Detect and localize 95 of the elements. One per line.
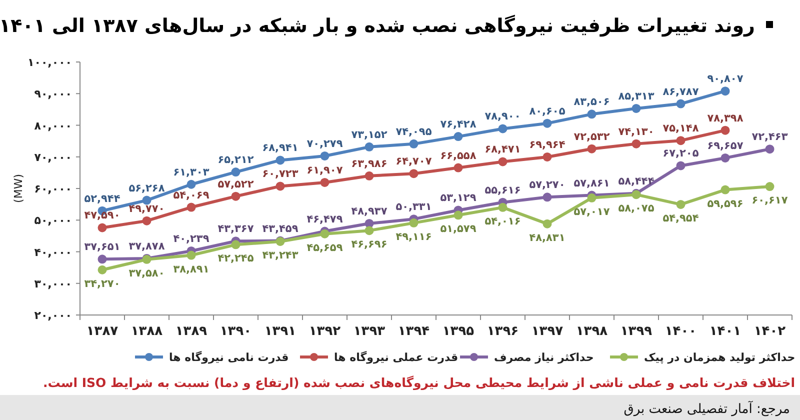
data-label: ۶۸,۹۴۱ (262, 142, 298, 154)
data-label: ۵۸,۰۷۵ (618, 202, 655, 215)
data-label: ۶۱,۳۰۳ (173, 166, 210, 178)
data-label: ۵۵,۶۱۶ (484, 184, 521, 196)
data-label: ۴۸,۹۳۷ (351, 205, 388, 218)
data-label: ۵۹,۵۹۶ (707, 198, 744, 210)
data-label: ۴۰,۲۳۹ (173, 232, 210, 245)
data-label: ۵۴,۰۱۶ (484, 215, 521, 228)
data-label: ۷۳,۱۵۲ (351, 128, 388, 141)
data-label: ۵۷,۰۱۷ (574, 206, 610, 218)
data-label: ۴۳,۲۴۳ (262, 249, 299, 262)
data-label: ۶۳,۹۸۶ (351, 158, 388, 170)
data-label: ۸۰,۶۰۵ (529, 105, 566, 118)
data-label: ۵۴,۹۵۴ (662, 212, 700, 224)
data-label: ۳۸,۸۹۱ (173, 263, 210, 276)
data-label: ۶۷,۲۰۵ (662, 148, 700, 160)
x-tick-label: ۱۳۹۶ (486, 324, 519, 339)
data-label: ۸۵,۳۱۳ (618, 90, 655, 102)
data-label: ۷۸,۹۰۰ (484, 110, 521, 123)
data-label: ۴۳,۴۵۹ (262, 222, 299, 235)
data-label: ۷۰,۲۷۹ (306, 138, 344, 150)
data-label: ۳۷,۸۷۸ (128, 240, 166, 252)
y-tick-label: ۳۰,۰۰۰ (34, 277, 72, 290)
data-label: ۶۱,۹۰۷ (306, 164, 344, 176)
data-label: ۷۲,۵۳۲ (574, 130, 610, 143)
data-label: ۴۹,۱۱۶ (396, 230, 432, 243)
data-label: ۵۷,۵۲۲ (218, 178, 254, 190)
data-label: ۳۴,۲۷۰ (84, 278, 120, 290)
data-label: ۵۲,۹۴۴ (84, 192, 121, 205)
x-tick-label: ۱۳۸۹ (175, 324, 208, 339)
data-label: ۶۸,۴۷۱ (484, 144, 521, 156)
data-label: ۴۶,۴۷۹ (306, 213, 344, 226)
y-tick-label: ۷۰,۰۰۰ (34, 150, 72, 164)
data-label: ۵۱,۵۷۹ (440, 223, 477, 236)
data-label: ۶۰,۷۲۳ (262, 168, 299, 180)
x-tick-label: ۱۳۹۵ (442, 324, 474, 339)
source: مرجع: آمار تفصیلی صنعت برق (624, 402, 790, 417)
x-tick-label: ۱۴۰۰ (664, 324, 697, 339)
data-label: ۵۰,۳۳۱ (396, 201, 432, 214)
data-label: ۵۴,۰۶۹ (173, 189, 210, 202)
x-tick-label: ۱۳۹۱ (264, 324, 296, 339)
title: روند تغییرات ظرفیت نیروگاهی نصب شده و بار شبکه در سال‌های ۱۳۸۷ الی ۱۴۰۱ (0, 15, 755, 37)
data-label: ۴۳,۳۶۷ (218, 223, 254, 236)
x-tick-label: ۱۳۸۷ (86, 324, 118, 339)
note: اختلاف قدرت نامی و عملی ناشی از شرایط محیطی محل نیروگاه‌های نصب شده (ارتفاع و دما) نسبت به شرایط ISO است. (42, 375, 795, 390)
data-label: ۴۲,۲۴۵ (218, 252, 254, 265)
data-label: ۹۰,۸۰۷ (707, 73, 744, 86)
y-tick-label: ۴۰,۰۰۰ (34, 246, 72, 259)
x-tick-label: ۱۳۹۲ (308, 324, 341, 339)
x-tick-label: ۱۳۹۴ (398, 324, 430, 339)
data-label: ۷۵,۱۴۸ (662, 122, 700, 135)
data-label: ۶۰,۶۱۷ (752, 194, 788, 207)
y-tick-label: ۲۰,۰۰۰ (34, 309, 72, 322)
legend-label: حداکثر نیاز مصرف (494, 351, 594, 364)
data-label: ۵۷,۲۷۰ (529, 179, 566, 192)
data-label: ۸۶,۷۸۷ (662, 86, 700, 98)
y-tick-label: ۸۰,۰۰۰ (34, 119, 72, 132)
x-tick-label: ۱۴۰۱ (709, 324, 742, 339)
x-tick-label: ۱۳۸۸ (130, 324, 163, 339)
data-label: ۸۳,۵۰۶ (574, 96, 610, 108)
legend-label: قدرت نامی نیروگاه ها (169, 351, 289, 364)
data-label: ۵۳,۱۲۹ (440, 192, 477, 204)
data-label: ۵۶,۲۶۸ (128, 182, 166, 194)
data-label: ۷۸,۳۹۸ (707, 112, 744, 124)
data-label: ۶۹,۶۵۷ (707, 140, 744, 152)
data-label: ۶۴,۷۰۷ (396, 156, 432, 168)
data-label: ۳۷,۵۸۰ (128, 267, 165, 280)
data-label: ۴۷,۵۹۰ (84, 210, 120, 222)
x-tick-label: ۱۳۹۳ (353, 324, 386, 339)
legend-label: حداکثر تولید همزمان در پیک (644, 351, 796, 364)
data-label: ۷۴,۱۳۰ (618, 126, 654, 138)
data-label: ۴۹,۷۷۰ (128, 202, 165, 215)
x-tick-label: ۱۴۰۲ (754, 324, 786, 339)
x-tick-label: ۱۳۹۰ (220, 324, 252, 339)
data-label: ۵۸,۴۴۴ (618, 175, 655, 188)
data-label: ۷۴,۰۹۵ (396, 126, 432, 138)
data-label: ۵۷,۸۶۱ (574, 177, 610, 190)
data-label: ۴۵,۶۵۹ (306, 242, 344, 254)
data-label: ۷۶,۴۲۸ (440, 118, 477, 131)
y-tick-label: ۹۰,۰۰۰ (34, 88, 72, 101)
x-tick-label: ۱۳۹۸ (576, 324, 608, 339)
data-label: ۶۶,۵۵۸ (440, 150, 477, 162)
data-label: ۶۵,۲۱۲ (218, 154, 254, 166)
data-label: ۶۹,۹۶۴ (529, 138, 566, 151)
y-axis-title: (MW) (12, 174, 25, 203)
y-tick-label: ۵۰,۰۰۰ (34, 214, 72, 228)
y-tick-label: ۶۰,۰۰۰ (34, 182, 72, 196)
data-label: ۴۶,۶۹۶ (351, 238, 388, 251)
x-tick-label: ۱۳۹۷ (531, 324, 564, 339)
legend-label: قدرت عملی نیروگاه ها (334, 351, 458, 364)
data-label: ۳۷,۶۵۱ (84, 241, 120, 254)
data-label: ۷۲,۴۶۳ (752, 131, 788, 144)
data-label: ۴۸,۸۳۱ (529, 232, 566, 244)
y-tick-label: ۱۰۰,۰۰۰ (28, 56, 72, 69)
x-tick-label: ۱۳۹۹ (620, 324, 652, 339)
